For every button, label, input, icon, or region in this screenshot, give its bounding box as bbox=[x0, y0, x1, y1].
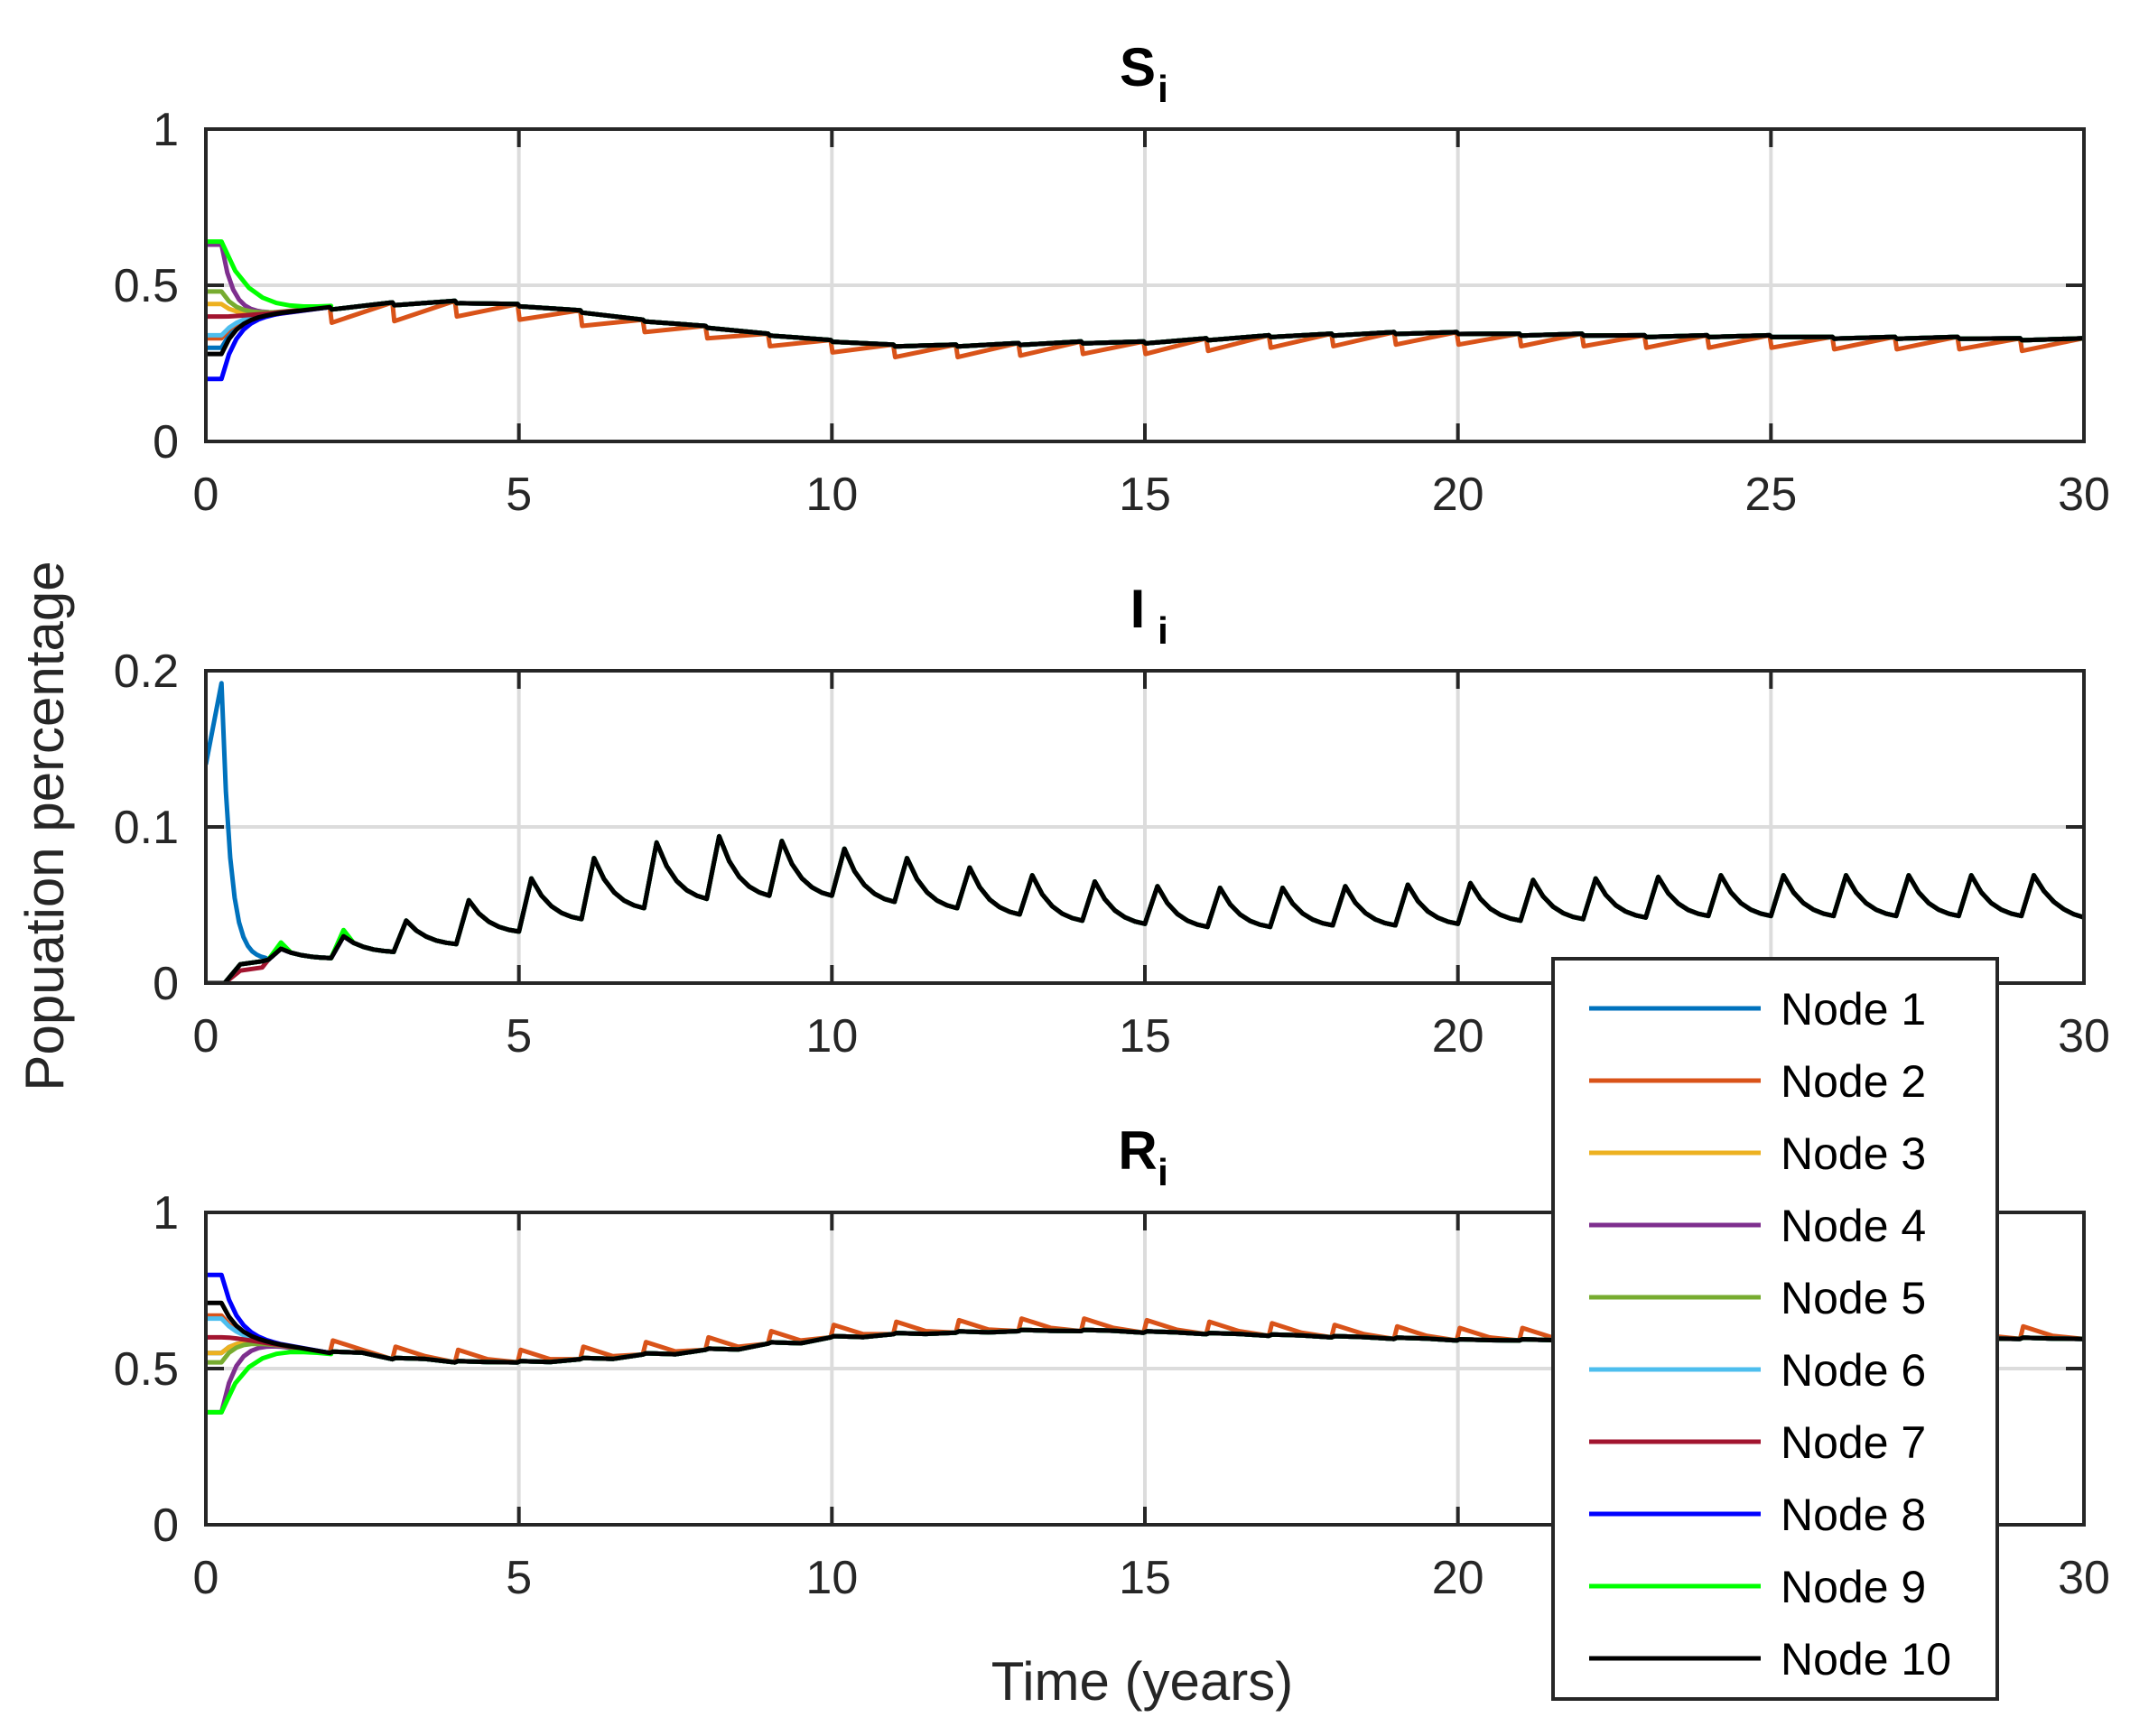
x-tick-label: 5 bbox=[506, 1552, 532, 1604]
x-tick-label: 30 bbox=[2058, 1010, 2110, 1063]
series-group bbox=[206, 681, 2084, 983]
legend-label: Node 2 bbox=[1781, 1056, 1926, 1107]
x-tick-label: 5 bbox=[506, 1010, 532, 1063]
x-tick-label: 0 bbox=[193, 1552, 219, 1604]
x-tick-label: 30 bbox=[2058, 1552, 2110, 1604]
legend-label: Node 3 bbox=[1781, 1128, 1926, 1179]
x-axis-label: Time (years) bbox=[991, 1651, 1293, 1712]
y-tick-label: 1 bbox=[153, 1187, 179, 1239]
series-line-node-2 bbox=[206, 298, 2084, 360]
series-line-node-10 bbox=[206, 833, 2084, 983]
legend-label: Node 8 bbox=[1781, 1490, 1926, 1540]
legend-label: Node 10 bbox=[1781, 1634, 1951, 1685]
x-tick-label: 20 bbox=[1432, 1552, 1484, 1604]
y-tick-label: 0 bbox=[153, 1499, 179, 1552]
legend-label: Node 7 bbox=[1781, 1417, 1926, 1468]
x-tick-label: 10 bbox=[805, 1010, 858, 1063]
x-tick-label: 15 bbox=[1119, 1010, 1171, 1063]
y-tick-label: 0.5 bbox=[114, 260, 179, 312]
legend-label: Node 4 bbox=[1781, 1201, 1926, 1251]
y-tick-label: 0.1 bbox=[114, 802, 179, 854]
panel-title: R bbox=[1118, 1120, 1157, 1181]
panel-title: S bbox=[1120, 37, 1156, 97]
legend-label: Node 5 bbox=[1781, 1273, 1926, 1323]
y-axis-label: Popuation percentage bbox=[14, 561, 75, 1091]
series-group bbox=[206, 239, 2084, 382]
legend: Node 1 Node 2 Node 3 Node 4 Node 5 Node 6 Node… bbox=[1551, 957, 1999, 1701]
x-tick-label: 15 bbox=[1119, 1552, 1171, 1604]
x-tick-label: 0 bbox=[193, 1010, 219, 1063]
x-tick-label: 30 bbox=[2058, 469, 2110, 521]
x-tick-label: 0 bbox=[193, 469, 219, 521]
legend-label: Node 1 bbox=[1781, 984, 1926, 1035]
x-tick-label: 20 bbox=[1432, 469, 1484, 521]
panel-title-subscript: i bbox=[1158, 609, 1168, 652]
series-line-node-10 bbox=[206, 298, 2083, 357]
y-tick-label: 0.2 bbox=[114, 645, 179, 698]
y-tick-label: 0.5 bbox=[114, 1343, 179, 1396]
x-tick-label: 10 bbox=[805, 469, 858, 521]
x-tick-label: 20 bbox=[1432, 1010, 1484, 1063]
y-tick-label: 0 bbox=[153, 416, 179, 469]
y-tick-label: 0 bbox=[153, 958, 179, 1010]
legend-label: Node 9 bbox=[1781, 1562, 1926, 1612]
x-tick-label: 5 bbox=[506, 469, 532, 521]
panel-title-subscript: i bbox=[1158, 68, 1168, 110]
panel-title: I bbox=[1130, 579, 1146, 639]
x-tick-label: 25 bbox=[1744, 469, 1797, 521]
legend-label: Node 6 bbox=[1781, 1345, 1926, 1396]
y-tick-label: 1 bbox=[153, 104, 179, 156]
panel-S: 0 5 10 15 20 25 30 0 0.5 1 S i bbox=[114, 37, 2110, 521]
panel-title-subscript: i bbox=[1158, 1151, 1168, 1193]
x-tick-label: 15 bbox=[1119, 469, 1171, 521]
x-tick-label: 10 bbox=[805, 1552, 858, 1604]
